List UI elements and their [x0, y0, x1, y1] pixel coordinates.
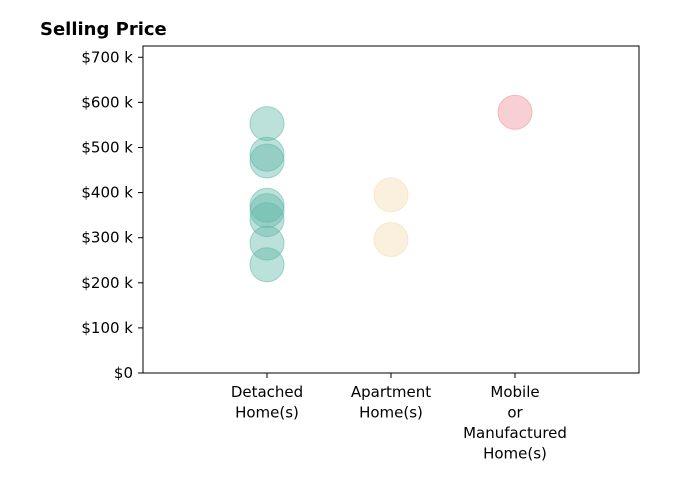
x-category-label-line: Manufactured — [463, 424, 567, 442]
y-tick-label: $600 k — [81, 93, 133, 111]
x-category-label: Apartment Home(s) — [351, 383, 431, 422]
y-tick-label: $500 k — [81, 138, 133, 156]
x-category-label: Mobile or Manufactured Home(s) — [463, 383, 567, 463]
data-point — [249, 106, 285, 142]
y-axis: $0 $100 k $200 k $300 k $400 k $500 k $600 k $7… — [81, 48, 143, 382]
x-axis: Detached Home(s)Apartment Home(s)Mobile or M… — [231, 373, 567, 463]
chart-title: Selling Price — [40, 19, 167, 40]
x-category-label-line: Mobile — [490, 383, 539, 401]
x-category-label: Detached Home(s) — [231, 383, 303, 422]
data-points — [249, 94, 533, 283]
data-point — [249, 143, 285, 179]
y-tick-label: $700 k — [81, 48, 133, 66]
y-tick-label: $300 k — [81, 229, 133, 247]
y-tick-label: $400 k — [81, 184, 133, 202]
x-category-label-line: or — [507, 404, 523, 422]
y-tick-label: $0 — [114, 364, 133, 382]
data-point — [497, 94, 533, 130]
data-point — [249, 225, 285, 261]
data-point — [249, 193, 285, 229]
data-point — [373, 221, 409, 257]
data-point — [249, 247, 285, 283]
data-point — [373, 177, 409, 213]
x-category-label-line: Home(s) — [235, 404, 299, 422]
x-category-label-line: Apartment — [351, 383, 431, 401]
x-category-label-line: Home(s) — [483, 445, 547, 463]
data-point — [249, 187, 285, 223]
y-tick-label: $200 k — [81, 274, 133, 292]
x-category-label-line: Home(s) — [359, 404, 423, 422]
y-tick-label: $100 k — [81, 319, 133, 337]
x-category-label-line: Detached — [231, 383, 303, 401]
